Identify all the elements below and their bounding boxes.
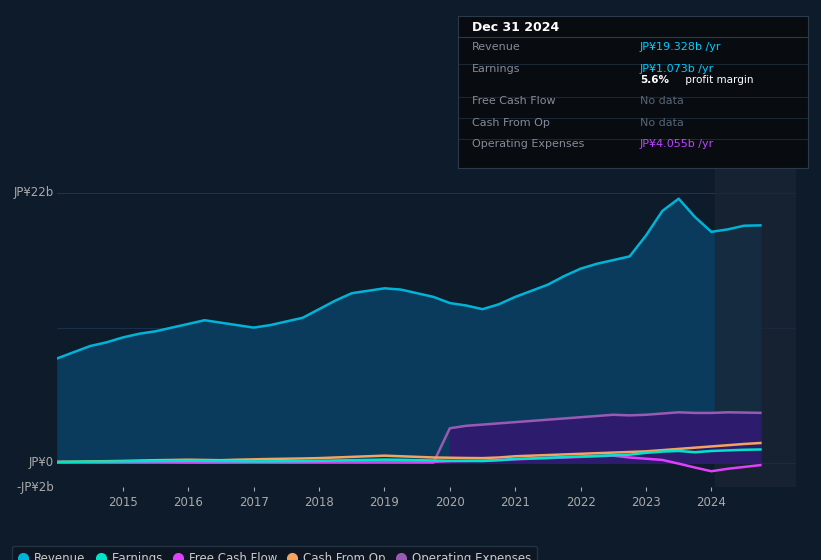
Text: Operating Expenses: Operating Expenses [472, 139, 585, 148]
Text: No data: No data [640, 96, 684, 106]
Text: profit margin: profit margin [682, 75, 754, 85]
Text: Cash From Op: Cash From Op [472, 118, 550, 128]
Legend: Revenue, Earnings, Free Cash Flow, Cash From Op, Operating Expenses: Revenue, Earnings, Free Cash Flow, Cash … [11, 546, 537, 560]
Text: Dec 31 2024: Dec 31 2024 [472, 21, 559, 34]
Bar [714, 168, 796, 487]
Text: JP¥1.073b /yr: JP¥1.073b /yr [640, 64, 714, 73]
Text: Earnings: Earnings [472, 64, 521, 73]
Text: Free Cash Flow: Free Cash Flow [472, 96, 556, 106]
Text: 5.6%: 5.6% [640, 75, 669, 85]
Text: JP¥19.328b /yr: JP¥19.328b /yr [640, 43, 722, 53]
Text: -JP¥2b: -JP¥2b [16, 480, 54, 494]
Text: Revenue: Revenue [472, 43, 521, 53]
Text: No data: No data [640, 118, 684, 128]
Text: JP¥22b: JP¥22b [13, 186, 54, 199]
Text: JP¥0: JP¥0 [29, 456, 54, 469]
Text: JP¥4.055b /yr: JP¥4.055b /yr [640, 139, 714, 148]
